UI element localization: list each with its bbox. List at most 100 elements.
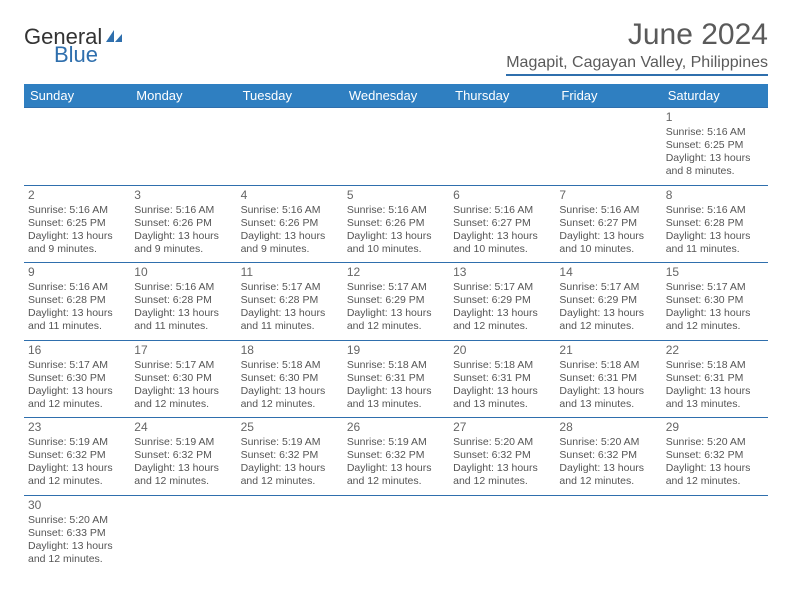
sunset-line: Sunset: 6:28 PM	[28, 294, 126, 307]
sunset-line: Sunset: 6:32 PM	[666, 449, 764, 462]
day-number: 23	[28, 420, 126, 435]
day-number: 22	[666, 343, 764, 358]
calendar-day-cell: 3Sunrise: 5:16 AMSunset: 6:26 PMDaylight…	[130, 185, 236, 263]
sunset-line: Sunset: 6:28 PM	[666, 217, 764, 230]
daylight-line: Daylight: 13 hours and 9 minutes.	[28, 230, 126, 256]
sunrise-line: Sunrise: 5:17 AM	[28, 359, 126, 372]
sunset-line: Sunset: 6:27 PM	[453, 217, 551, 230]
calendar-day-cell: 15Sunrise: 5:17 AMSunset: 6:30 PMDayligh…	[662, 263, 768, 341]
calendar-day-cell: 2Sunrise: 5:16 AMSunset: 6:25 PMDaylight…	[24, 185, 130, 263]
calendar-week-row: 2Sunrise: 5:16 AMSunset: 6:25 PMDaylight…	[24, 185, 768, 263]
daylight-line: Daylight: 13 hours and 9 minutes.	[241, 230, 339, 256]
sunset-line: Sunset: 6:33 PM	[28, 527, 126, 540]
calendar-day-cell: 12Sunrise: 5:17 AMSunset: 6:29 PMDayligh…	[343, 263, 449, 341]
calendar-day-cell: 1Sunrise: 5:16 AMSunset: 6:25 PMDaylight…	[662, 108, 768, 186]
calendar-day-cell: 4Sunrise: 5:16 AMSunset: 6:26 PMDaylight…	[237, 185, 343, 263]
daylight-line: Daylight: 13 hours and 12 minutes.	[559, 307, 657, 333]
daylight-line: Daylight: 13 hours and 12 minutes.	[347, 307, 445, 333]
calendar-day-cell	[343, 108, 449, 186]
sunrise-line: Sunrise: 5:16 AM	[241, 204, 339, 217]
calendar-day-cell	[237, 108, 343, 186]
col-sunday: Sunday	[24, 84, 130, 108]
day-number: 3	[134, 188, 232, 203]
calendar-day-cell: 18Sunrise: 5:18 AMSunset: 6:30 PMDayligh…	[237, 340, 343, 418]
sunset-line: Sunset: 6:32 PM	[28, 449, 126, 462]
day-number: 10	[134, 265, 232, 280]
daylight-line: Daylight: 13 hours and 12 minutes.	[666, 307, 764, 333]
day-number: 16	[28, 343, 126, 358]
daylight-line: Daylight: 13 hours and 10 minutes.	[453, 230, 551, 256]
calendar-day-cell: 13Sunrise: 5:17 AMSunset: 6:29 PMDayligh…	[449, 263, 555, 341]
sunrise-line: Sunrise: 5:20 AM	[666, 436, 764, 449]
sunrise-line: Sunrise: 5:17 AM	[241, 281, 339, 294]
sunrise-line: Sunrise: 5:16 AM	[134, 281, 232, 294]
sunrise-line: Sunrise: 5:16 AM	[28, 204, 126, 217]
day-number: 24	[134, 420, 232, 435]
sunrise-line: Sunrise: 5:16 AM	[28, 281, 126, 294]
sunset-line: Sunset: 6:30 PM	[28, 372, 126, 385]
daylight-line: Daylight: 13 hours and 9 minutes.	[134, 230, 232, 256]
sunrise-line: Sunrise: 5:20 AM	[559, 436, 657, 449]
day-number: 19	[347, 343, 445, 358]
calendar-day-cell: 27Sunrise: 5:20 AMSunset: 6:32 PMDayligh…	[449, 418, 555, 496]
sunset-line: Sunset: 6:31 PM	[559, 372, 657, 385]
calendar-day-cell: 10Sunrise: 5:16 AMSunset: 6:28 PMDayligh…	[130, 263, 236, 341]
calendar-day-cell: 28Sunrise: 5:20 AMSunset: 6:32 PMDayligh…	[555, 418, 661, 496]
daylight-line: Daylight: 13 hours and 8 minutes.	[666, 152, 764, 178]
calendar-header-row: Sunday Monday Tuesday Wednesday Thursday…	[24, 84, 768, 108]
sunset-line: Sunset: 6:32 PM	[453, 449, 551, 462]
sunset-line: Sunset: 6:32 PM	[134, 449, 232, 462]
calendar-day-cell	[130, 108, 236, 186]
sunrise-line: Sunrise: 5:18 AM	[347, 359, 445, 372]
sunrise-line: Sunrise: 5:17 AM	[347, 281, 445, 294]
calendar-day-cell: 20Sunrise: 5:18 AMSunset: 6:31 PMDayligh…	[449, 340, 555, 418]
calendar-body: 1Sunrise: 5:16 AMSunset: 6:25 PMDaylight…	[24, 108, 768, 573]
day-number: 8	[666, 188, 764, 203]
day-number: 4	[241, 188, 339, 203]
sunset-line: Sunset: 6:27 PM	[559, 217, 657, 230]
calendar-day-cell: 25Sunrise: 5:19 AMSunset: 6:32 PMDayligh…	[237, 418, 343, 496]
sunrise-line: Sunrise: 5:16 AM	[666, 126, 764, 139]
daylight-line: Daylight: 13 hours and 12 minutes.	[28, 540, 126, 566]
day-number: 13	[453, 265, 551, 280]
calendar-day-cell: 9Sunrise: 5:16 AMSunset: 6:28 PMDaylight…	[24, 263, 130, 341]
calendar-day-cell: 29Sunrise: 5:20 AMSunset: 6:32 PMDayligh…	[662, 418, 768, 496]
sunset-line: Sunset: 6:32 PM	[559, 449, 657, 462]
sunrise-line: Sunrise: 5:20 AM	[453, 436, 551, 449]
col-monday: Monday	[130, 84, 236, 108]
day-number: 28	[559, 420, 657, 435]
col-thursday: Thursday	[449, 84, 555, 108]
sunrise-line: Sunrise: 5:16 AM	[559, 204, 657, 217]
daylight-line: Daylight: 13 hours and 12 minutes.	[28, 462, 126, 488]
calendar-day-cell: 24Sunrise: 5:19 AMSunset: 6:32 PMDayligh…	[130, 418, 236, 496]
sunset-line: Sunset: 6:28 PM	[134, 294, 232, 307]
sunrise-line: Sunrise: 5:16 AM	[134, 204, 232, 217]
day-number: 18	[241, 343, 339, 358]
day-number: 27	[453, 420, 551, 435]
calendar-week-row: 9Sunrise: 5:16 AMSunset: 6:28 PMDaylight…	[24, 263, 768, 341]
sunrise-line: Sunrise: 5:16 AM	[453, 204, 551, 217]
day-number: 2	[28, 188, 126, 203]
calendar-day-cell	[449, 495, 555, 572]
calendar-day-cell: 23Sunrise: 5:19 AMSunset: 6:32 PMDayligh…	[24, 418, 130, 496]
daylight-line: Daylight: 13 hours and 12 minutes.	[241, 462, 339, 488]
location-label: Magapit, Cagayan Valley, Philippines	[506, 54, 768, 76]
calendar-day-cell: 19Sunrise: 5:18 AMSunset: 6:31 PMDayligh…	[343, 340, 449, 418]
calendar-week-row: 23Sunrise: 5:19 AMSunset: 6:32 PMDayligh…	[24, 418, 768, 496]
day-number: 30	[28, 498, 126, 513]
sunrise-line: Sunrise: 5:18 AM	[559, 359, 657, 372]
sunrise-line: Sunrise: 5:17 AM	[666, 281, 764, 294]
daylight-line: Daylight: 13 hours and 11 minutes.	[28, 307, 126, 333]
day-number: 1	[666, 110, 764, 125]
daylight-line: Daylight: 13 hours and 12 minutes.	[28, 385, 126, 411]
daylight-line: Daylight: 13 hours and 12 minutes.	[241, 385, 339, 411]
sunset-line: Sunset: 6:30 PM	[134, 372, 232, 385]
header: General June 2024 Magapit, Cagayan Valle…	[24, 18, 768, 76]
sunrise-line: Sunrise: 5:17 AM	[453, 281, 551, 294]
sunset-line: Sunset: 6:32 PM	[347, 449, 445, 462]
title-block: June 2024 Magapit, Cagayan Valley, Phili…	[506, 18, 768, 76]
calendar-day-cell	[555, 495, 661, 572]
brand-part2: Blue	[54, 42, 98, 68]
daylight-line: Daylight: 13 hours and 11 minutes.	[666, 230, 764, 256]
daylight-line: Daylight: 13 hours and 12 minutes.	[453, 462, 551, 488]
